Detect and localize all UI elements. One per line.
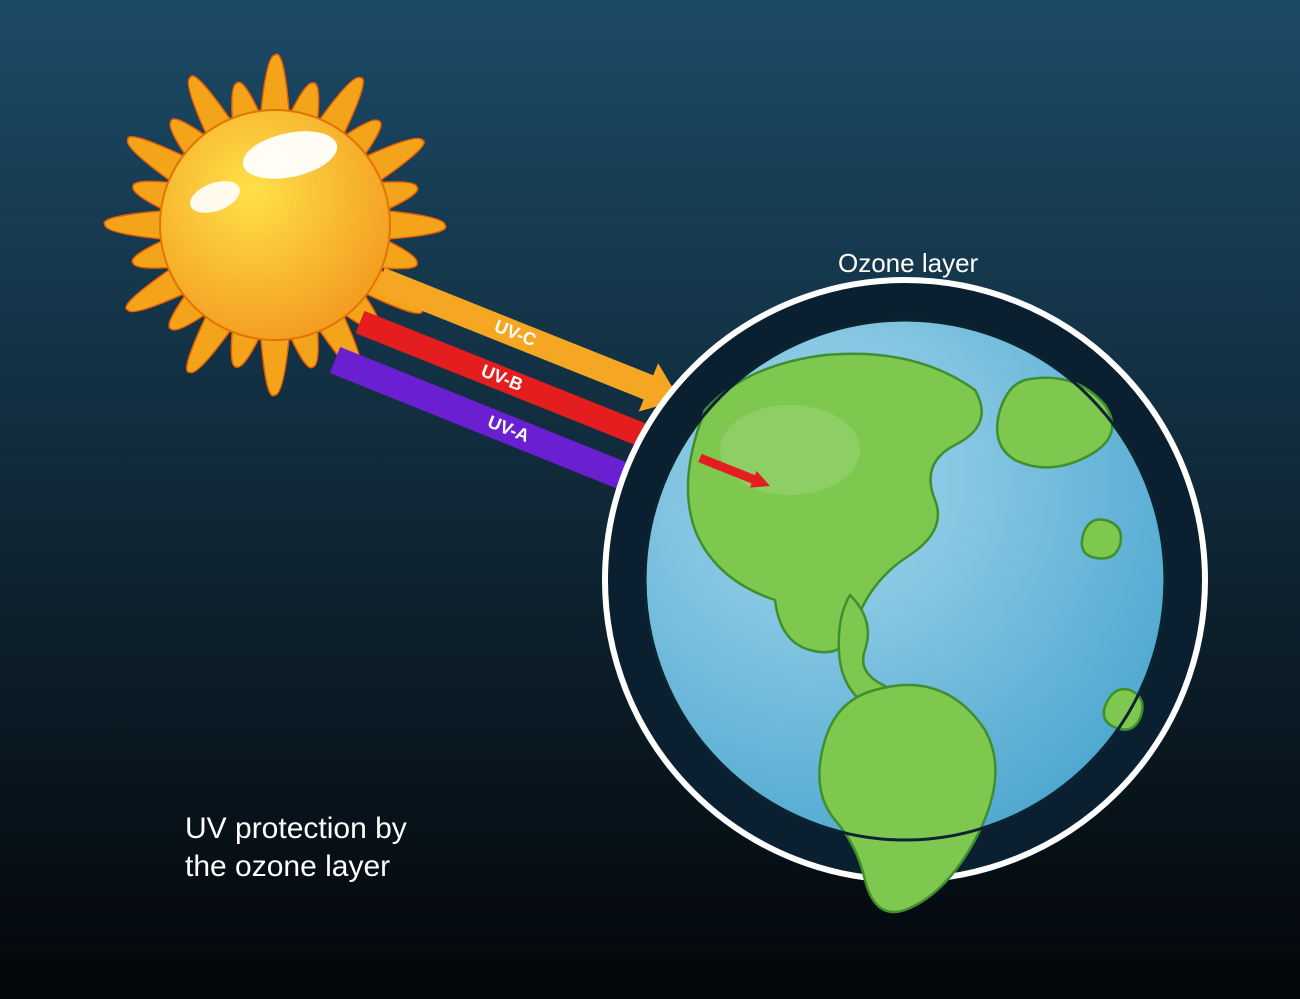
caption-line: UV protection by [185,812,407,845]
ozone-layer-label: Ozone layer [838,248,978,279]
diagram-caption: UV protection by the ozone layer [185,810,407,885]
diagram-canvas: UV-CUV-BUV-A Ozone layer UV protection b… [0,0,1300,999]
earth-highlight [720,405,860,495]
caption-line: the ozone layer [185,850,390,883]
continent [1082,520,1121,559]
